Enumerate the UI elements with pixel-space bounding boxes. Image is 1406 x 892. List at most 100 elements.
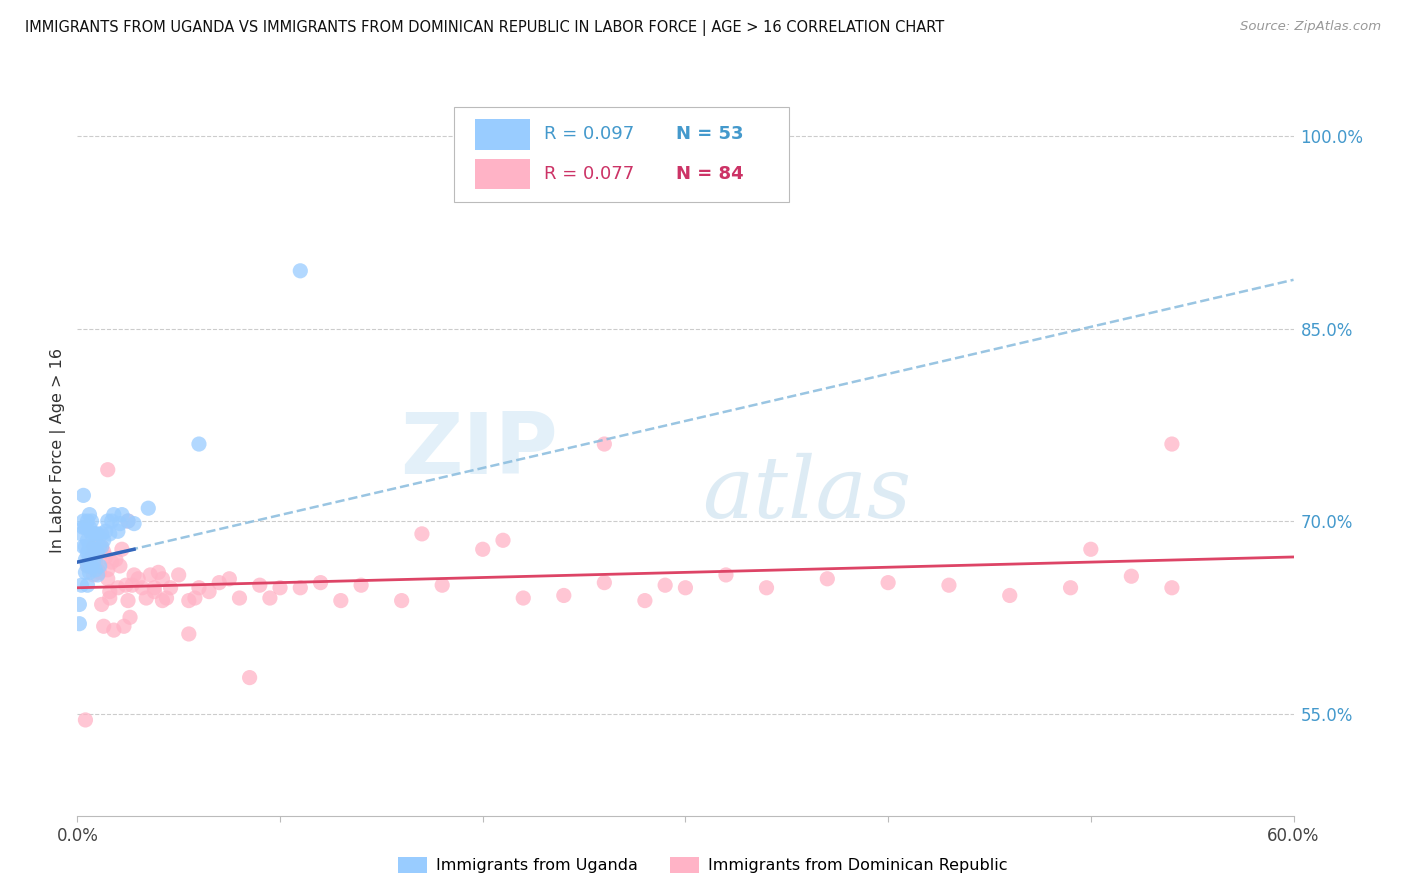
Point xyxy=(593,575,616,590)
Point xyxy=(152,593,174,607)
Point xyxy=(97,572,120,586)
Point xyxy=(76,558,98,573)
Point xyxy=(1161,437,1184,451)
Point xyxy=(75,552,97,566)
Point xyxy=(117,514,139,528)
Point xyxy=(104,552,127,566)
Point xyxy=(249,578,271,592)
Point xyxy=(103,623,125,637)
Point xyxy=(938,578,960,592)
Point xyxy=(208,575,231,590)
Point xyxy=(93,533,115,548)
Point xyxy=(188,581,211,595)
Point xyxy=(70,578,93,592)
Point xyxy=(76,533,98,548)
Point xyxy=(634,593,657,607)
Text: ZIP: ZIP xyxy=(399,409,558,492)
Text: IMMIGRANTS FROM UGANDA VS IMMIGRANTS FROM DOMINICAN REPUBLIC IN LABOR FORCE | AG: IMMIGRANTS FROM UGANDA VS IMMIGRANTS FRO… xyxy=(25,20,945,36)
Point xyxy=(877,575,900,590)
Point xyxy=(269,581,291,595)
Point xyxy=(167,568,190,582)
Point xyxy=(112,619,135,633)
Point xyxy=(76,558,98,573)
Point xyxy=(76,514,98,528)
Point xyxy=(1161,581,1184,595)
Point xyxy=(97,514,120,528)
Legend: Immigrants from Uganda, Immigrants from Dominican Republic: Immigrants from Uganda, Immigrants from … xyxy=(392,850,1014,880)
Point xyxy=(80,527,103,541)
Point xyxy=(593,437,616,451)
Point xyxy=(90,540,112,554)
Point xyxy=(79,549,101,564)
Point xyxy=(86,546,108,560)
Point xyxy=(714,568,737,582)
Point xyxy=(184,591,207,605)
Point xyxy=(391,593,413,607)
Point xyxy=(107,581,129,595)
Point xyxy=(471,542,494,557)
Point xyxy=(67,616,90,631)
Point xyxy=(75,540,97,554)
Point xyxy=(329,593,352,607)
Point xyxy=(159,581,181,595)
Point xyxy=(290,581,312,595)
Point xyxy=(122,516,145,531)
FancyBboxPatch shape xyxy=(475,120,530,150)
Point xyxy=(98,527,121,541)
Point xyxy=(86,563,108,577)
Point xyxy=(72,514,94,528)
Point xyxy=(98,584,121,599)
Point xyxy=(675,581,697,595)
Point xyxy=(135,591,157,605)
FancyBboxPatch shape xyxy=(454,107,789,202)
Point xyxy=(107,524,129,539)
Point xyxy=(76,578,98,592)
Point xyxy=(101,555,124,569)
Point xyxy=(139,568,162,582)
Text: N = 53: N = 53 xyxy=(676,126,744,144)
Point xyxy=(177,627,200,641)
Point xyxy=(90,540,112,554)
Point xyxy=(84,555,107,569)
Point xyxy=(93,545,115,559)
Point xyxy=(72,520,94,534)
Point xyxy=(152,572,174,586)
Point xyxy=(79,558,101,573)
Point xyxy=(998,589,1021,603)
Point xyxy=(350,578,373,592)
Point xyxy=(148,566,170,580)
Point xyxy=(70,527,93,541)
Point xyxy=(430,578,453,592)
Point xyxy=(103,508,125,522)
Point xyxy=(512,591,534,605)
Point xyxy=(84,542,107,557)
Point xyxy=(108,516,131,531)
Point xyxy=(94,549,117,564)
Point xyxy=(93,619,115,633)
Point xyxy=(83,555,105,569)
Point xyxy=(89,558,111,573)
Point xyxy=(84,527,107,541)
Point xyxy=(115,578,138,592)
Point xyxy=(755,581,778,595)
Point xyxy=(83,568,105,582)
Y-axis label: In Labor Force | Age > 16: In Labor Force | Age > 16 xyxy=(51,348,66,553)
Point xyxy=(80,549,103,564)
Point xyxy=(72,488,94,502)
Point xyxy=(90,527,112,541)
Point xyxy=(72,540,94,554)
Point xyxy=(90,598,112,612)
Point xyxy=(309,575,332,590)
Point xyxy=(177,593,200,607)
Point xyxy=(83,542,105,557)
Point xyxy=(101,514,124,528)
Point xyxy=(89,540,111,554)
Point xyxy=(94,524,117,539)
Point xyxy=(122,568,145,582)
Point xyxy=(79,566,101,580)
Point xyxy=(1080,542,1102,557)
Point xyxy=(80,514,103,528)
Text: R = 0.097: R = 0.097 xyxy=(544,126,634,144)
Point xyxy=(188,437,211,451)
Text: N = 84: N = 84 xyxy=(676,165,744,183)
